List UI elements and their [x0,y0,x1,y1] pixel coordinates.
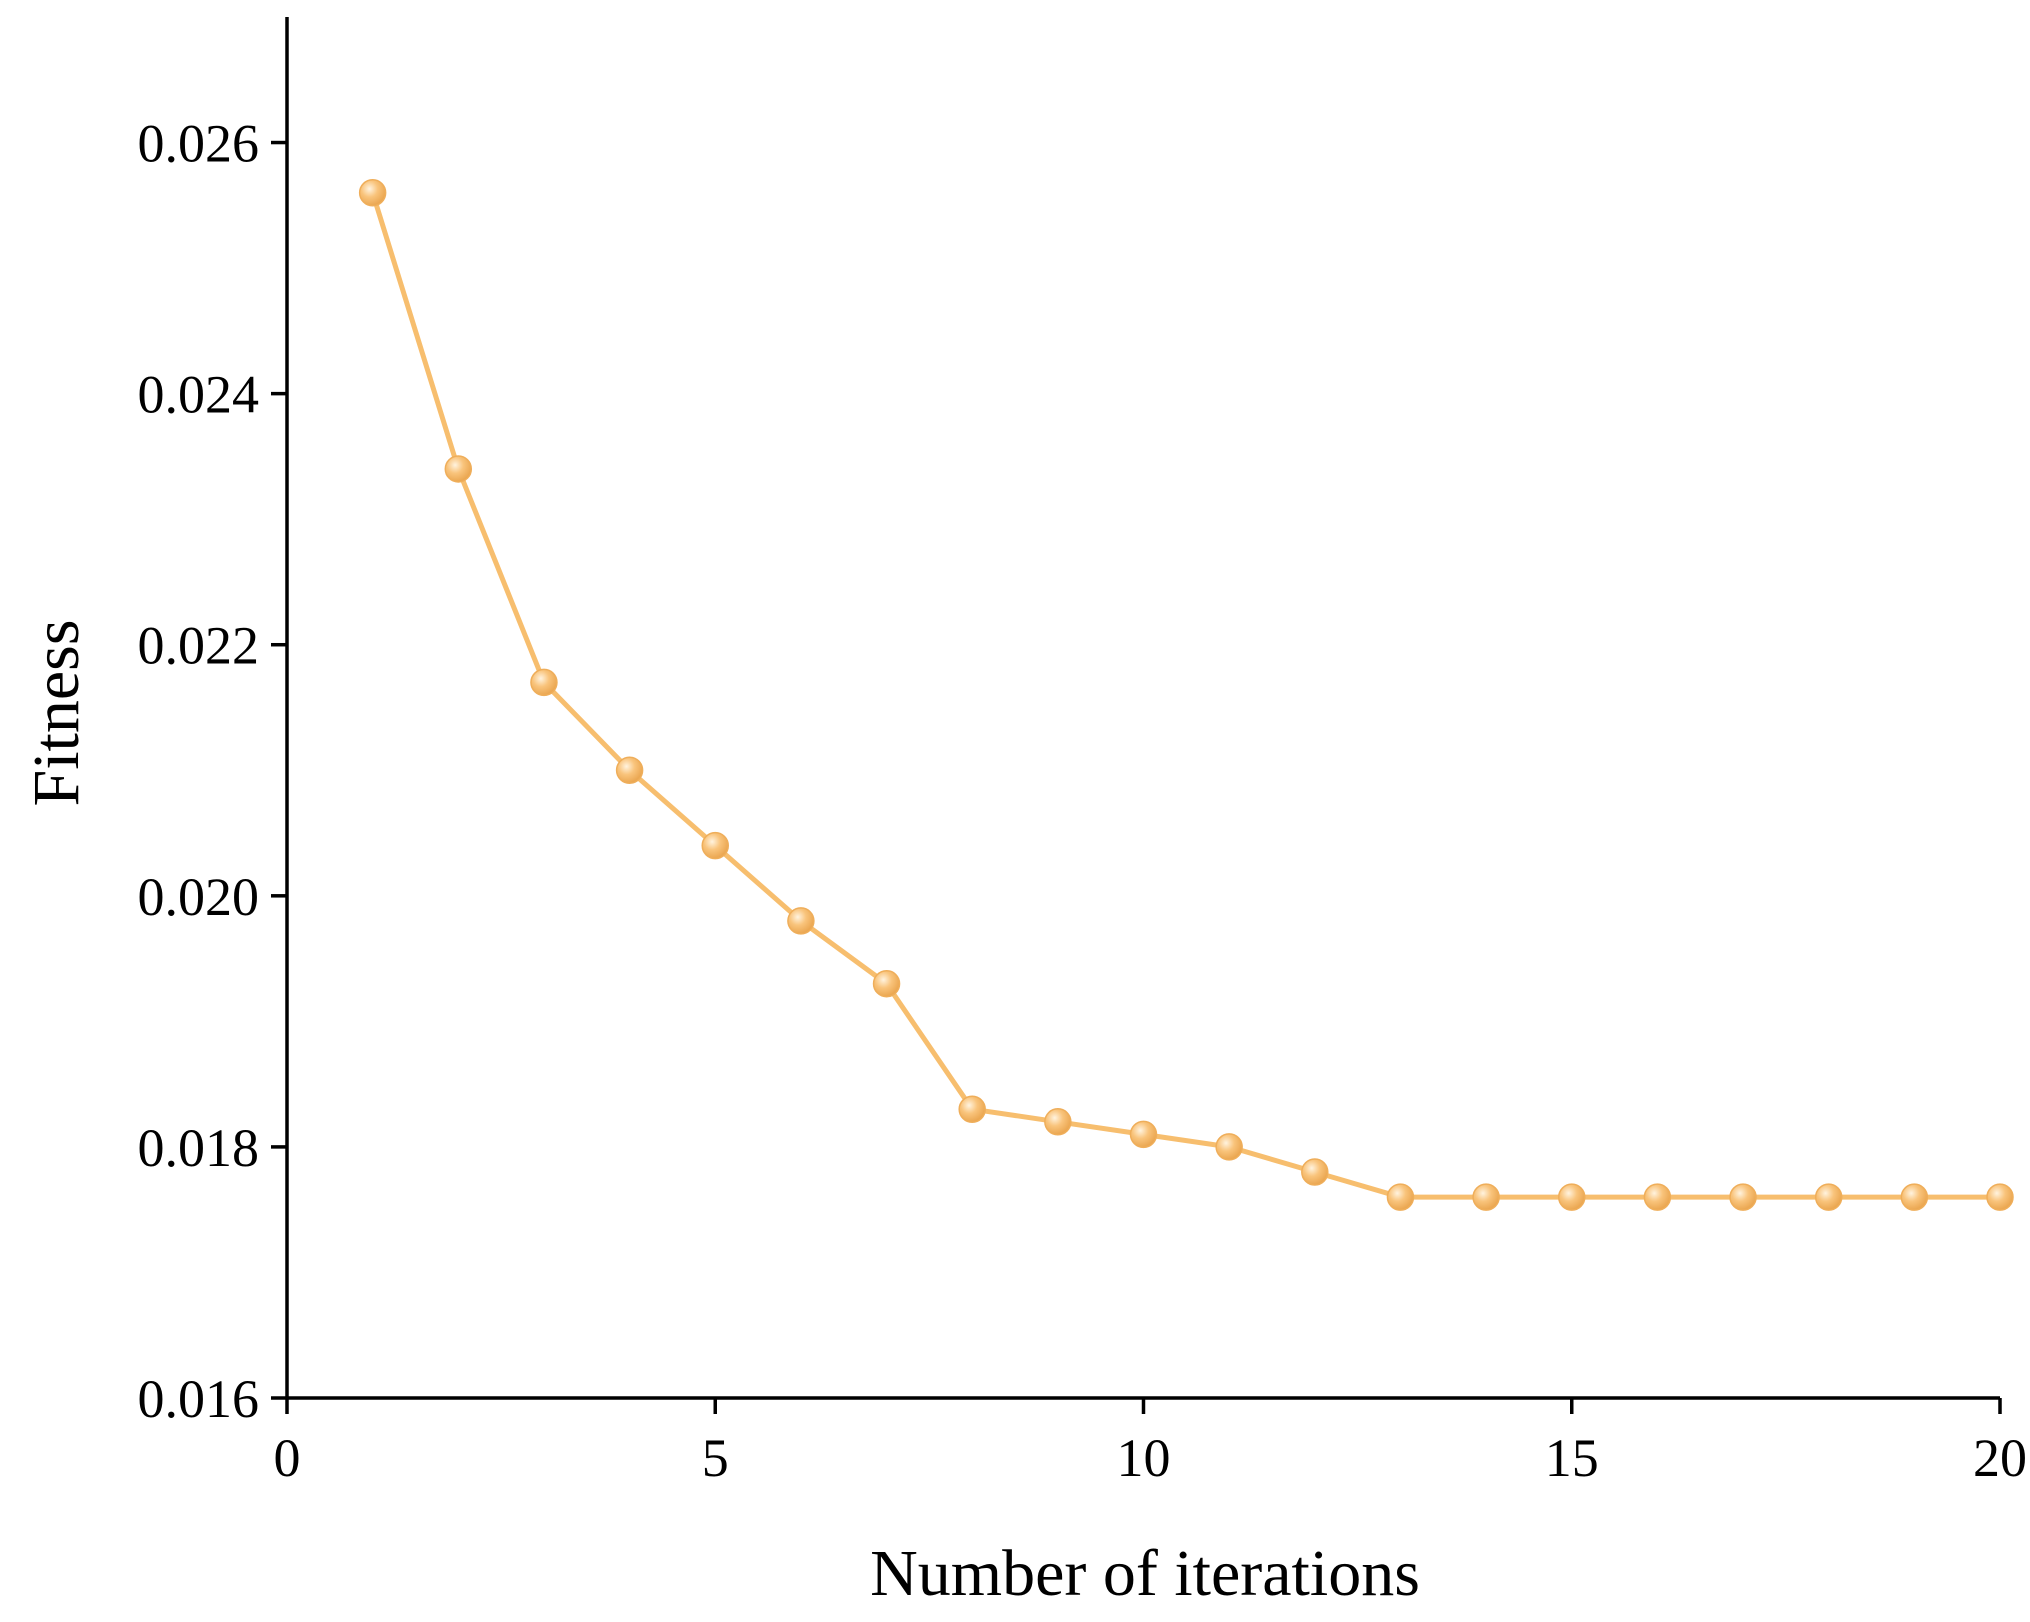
x-tick-label: 5 [702,1428,729,1488]
y-tick-label: 0.024 [138,365,260,425]
data-point [1729,1183,1757,1211]
data-point [1814,1183,1843,1211]
series-line-group [370,192,2000,1200]
data-point [958,1095,986,1123]
y-tick-label: 0.018 [138,1118,260,1178]
data-point [615,756,644,785]
x-tick-label: 10 [1117,1428,1171,1488]
x-axis-title: Number of iterations [870,1537,1420,1610]
x-tick-label: 20 [1973,1428,2027,1488]
data-point [1301,1158,1329,1186]
y-axis-ticks: 0.016 0.018 0.020 0.022 0.024 0.026 [138,114,287,1429]
series-line [370,192,2000,1200]
y-tick-label: 0.020 [138,867,260,927]
y-tick-label: 0.026 [138,114,260,174]
y-tick-label: 0.022 [138,616,260,676]
y-tick-label: 0.016 [138,1369,260,1429]
data-point [701,831,729,860]
x-tick-label: 15 [1545,1428,1599,1488]
x-axis-ticks: 0 5 10 15 20 [274,1398,2027,1488]
data-points [358,179,2014,1211]
data-point [530,668,558,697]
data-point [358,179,387,207]
data-point [1129,1120,1158,1149]
data-point [787,907,815,935]
data-point [872,969,901,998]
x-tick-label: 0 [274,1428,301,1488]
y-axis-title: Fitness [20,619,93,806]
data-point [444,455,473,483]
data-point [1215,1133,1243,1161]
data-point [1472,1183,1500,1211]
data-point [1558,1183,1586,1211]
data-point [1986,1183,2014,1211]
data-point [1044,1108,1072,1136]
data-point [1386,1183,1415,1211]
data-point [1643,1183,1672,1211]
data-point [1900,1183,1929,1211]
